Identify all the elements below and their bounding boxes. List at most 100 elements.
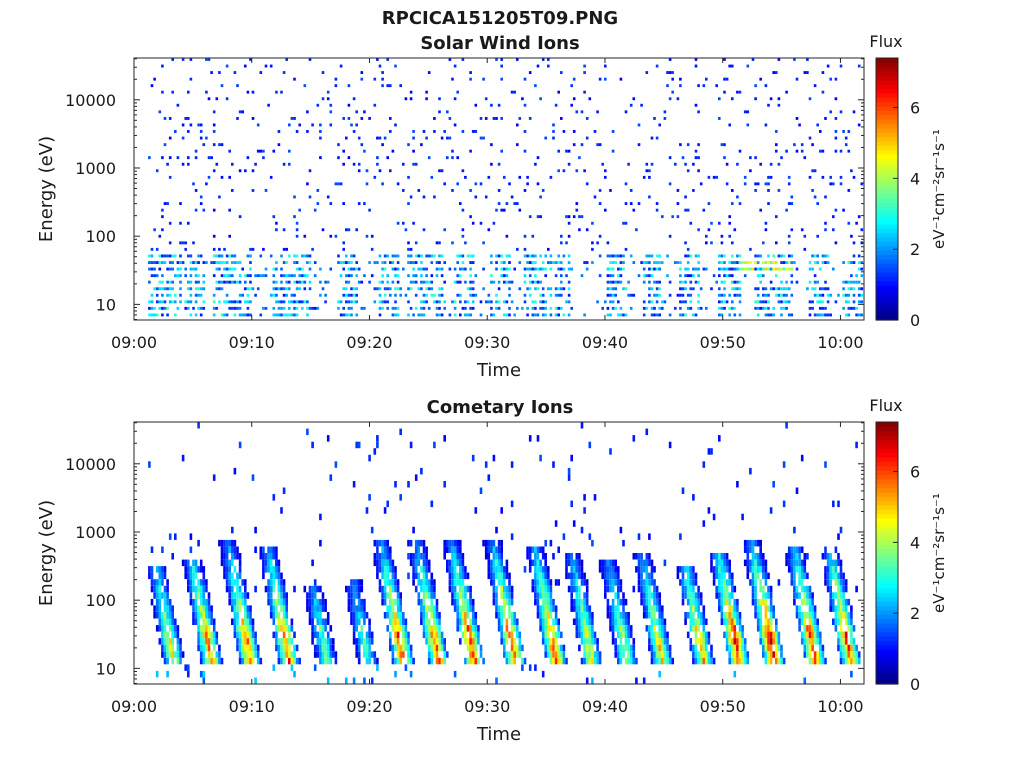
heatmap-cell bbox=[606, 566, 610, 573]
heatmap-cell bbox=[598, 559, 602, 567]
heatmap-cell bbox=[306, 261, 309, 264]
heatmap-cell bbox=[780, 287, 783, 291]
heatmap-cell bbox=[319, 657, 322, 665]
heatmap-cell bbox=[549, 612, 553, 619]
heatmap-cell bbox=[275, 228, 278, 232]
heatmap-cell bbox=[839, 644, 843, 652]
heatmap-cell bbox=[689, 287, 693, 291]
heatmap-cell bbox=[554, 651, 558, 658]
heatmap-cell bbox=[404, 625, 408, 632]
heatmap-cell bbox=[772, 612, 775, 619]
heatmap-cell bbox=[712, 513, 716, 521]
heatmap-cell bbox=[409, 254, 413, 258]
heatmap-cell bbox=[166, 280, 169, 284]
colorbar-segment bbox=[876, 285, 898, 291]
heatmap-cell bbox=[163, 631, 167, 639]
heatmap-cell bbox=[759, 631, 762, 639]
heatmap-cell bbox=[301, 300, 304, 304]
heatmap-cell bbox=[189, 77, 193, 81]
heatmap-cell bbox=[736, 605, 739, 612]
heatmap-cell bbox=[516, 143, 519, 147]
heatmap-cell bbox=[795, 117, 799, 120]
heatmap-cell bbox=[474, 274, 478, 278]
x-tick-label: 09:50 bbox=[700, 333, 746, 352]
heatmap-cell bbox=[800, 585, 804, 593]
heatmap-cell bbox=[723, 559, 726, 567]
heatmap-cell bbox=[832, 598, 835, 606]
heatmap-cell bbox=[306, 605, 309, 612]
heatmap-cell bbox=[762, 625, 765, 632]
heatmap-cell bbox=[712, 274, 716, 278]
heatmap-cell bbox=[640, 572, 643, 580]
heatmap-cell bbox=[857, 293, 861, 297]
heatmap-cell bbox=[642, 605, 646, 612]
heatmap-cell bbox=[220, 546, 224, 553]
heatmap-cell bbox=[642, 598, 646, 606]
heatmap-cell bbox=[215, 306, 219, 310]
heatmap-cell bbox=[233, 618, 237, 625]
heatmap-cell bbox=[614, 572, 617, 580]
heatmap-cell bbox=[684, 162, 687, 166]
colorbar-segment bbox=[876, 66, 898, 72]
heatmap-cell bbox=[668, 234, 672, 238]
heatmap-cell bbox=[648, 638, 651, 645]
colorbar-segment bbox=[876, 509, 898, 515]
heatmap-cell bbox=[821, 300, 825, 304]
heatmap-cell bbox=[528, 566, 532, 573]
heatmap-cell bbox=[505, 618, 509, 625]
heatmap-cell bbox=[179, 202, 182, 205]
heatmap-cell bbox=[772, 638, 775, 645]
heatmap-cell bbox=[378, 280, 382, 284]
heatmap-cell bbox=[233, 280, 237, 284]
heatmap-cell bbox=[767, 625, 770, 632]
heatmap-cell bbox=[653, 117, 656, 120]
heatmap-cell bbox=[785, 149, 788, 153]
heatmap-cell bbox=[394, 287, 397, 291]
heatmap-cell bbox=[212, 274, 216, 278]
heatmap-cell bbox=[158, 261, 162, 264]
heatmap-cell bbox=[342, 149, 345, 153]
heatmap-cell bbox=[834, 546, 838, 553]
heatmap-cell bbox=[376, 539, 379, 547]
heatmap-cell bbox=[645, 162, 649, 166]
heatmap-cell bbox=[547, 64, 550, 68]
heatmap-cell bbox=[453, 123, 457, 127]
heatmap-cell bbox=[414, 293, 418, 297]
heatmap-cell bbox=[580, 274, 584, 278]
heatmap-cell bbox=[614, 287, 617, 291]
heatmap-cell bbox=[505, 572, 509, 580]
heatmap-cell bbox=[497, 618, 501, 625]
heatmap-cell bbox=[715, 592, 718, 599]
heatmap-cell bbox=[352, 618, 356, 625]
colorbar-segment bbox=[876, 653, 898, 659]
heatmap-cell bbox=[808, 631, 812, 639]
heatmap-cell bbox=[606, 585, 610, 593]
heatmap-cell bbox=[769, 612, 773, 619]
heatmap-cell bbox=[357, 267, 361, 271]
heatmap-cell bbox=[166, 612, 169, 619]
heatmap-cell bbox=[645, 612, 649, 619]
heatmap-cell bbox=[321, 651, 325, 658]
heatmap-cell bbox=[166, 638, 169, 645]
heatmap-cell bbox=[832, 572, 835, 580]
heatmap-cell bbox=[572, 585, 576, 593]
heatmap-cell bbox=[194, 300, 198, 304]
heatmap-cell bbox=[583, 579, 586, 586]
heatmap-cell bbox=[288, 638, 291, 645]
heatmap-cell bbox=[277, 306, 281, 310]
heatmap-cell bbox=[850, 651, 853, 658]
heatmap-cell bbox=[168, 117, 172, 120]
heatmap-cell bbox=[575, 566, 579, 573]
heatmap-cell bbox=[288, 280, 291, 284]
heatmap-cell bbox=[733, 585, 737, 593]
heatmap-cell bbox=[743, 539, 747, 547]
heatmap-cell bbox=[648, 261, 651, 264]
heatmap-cell bbox=[389, 553, 392, 560]
heatmap-cell bbox=[168, 221, 172, 225]
heatmap-cell bbox=[430, 572, 434, 580]
heatmap-cell bbox=[816, 300, 819, 304]
heatmap-cell bbox=[168, 598, 172, 606]
heatmap-cell bbox=[598, 189, 602, 192]
colorbar-segment bbox=[876, 136, 898, 142]
heatmap-cell bbox=[244, 612, 247, 619]
